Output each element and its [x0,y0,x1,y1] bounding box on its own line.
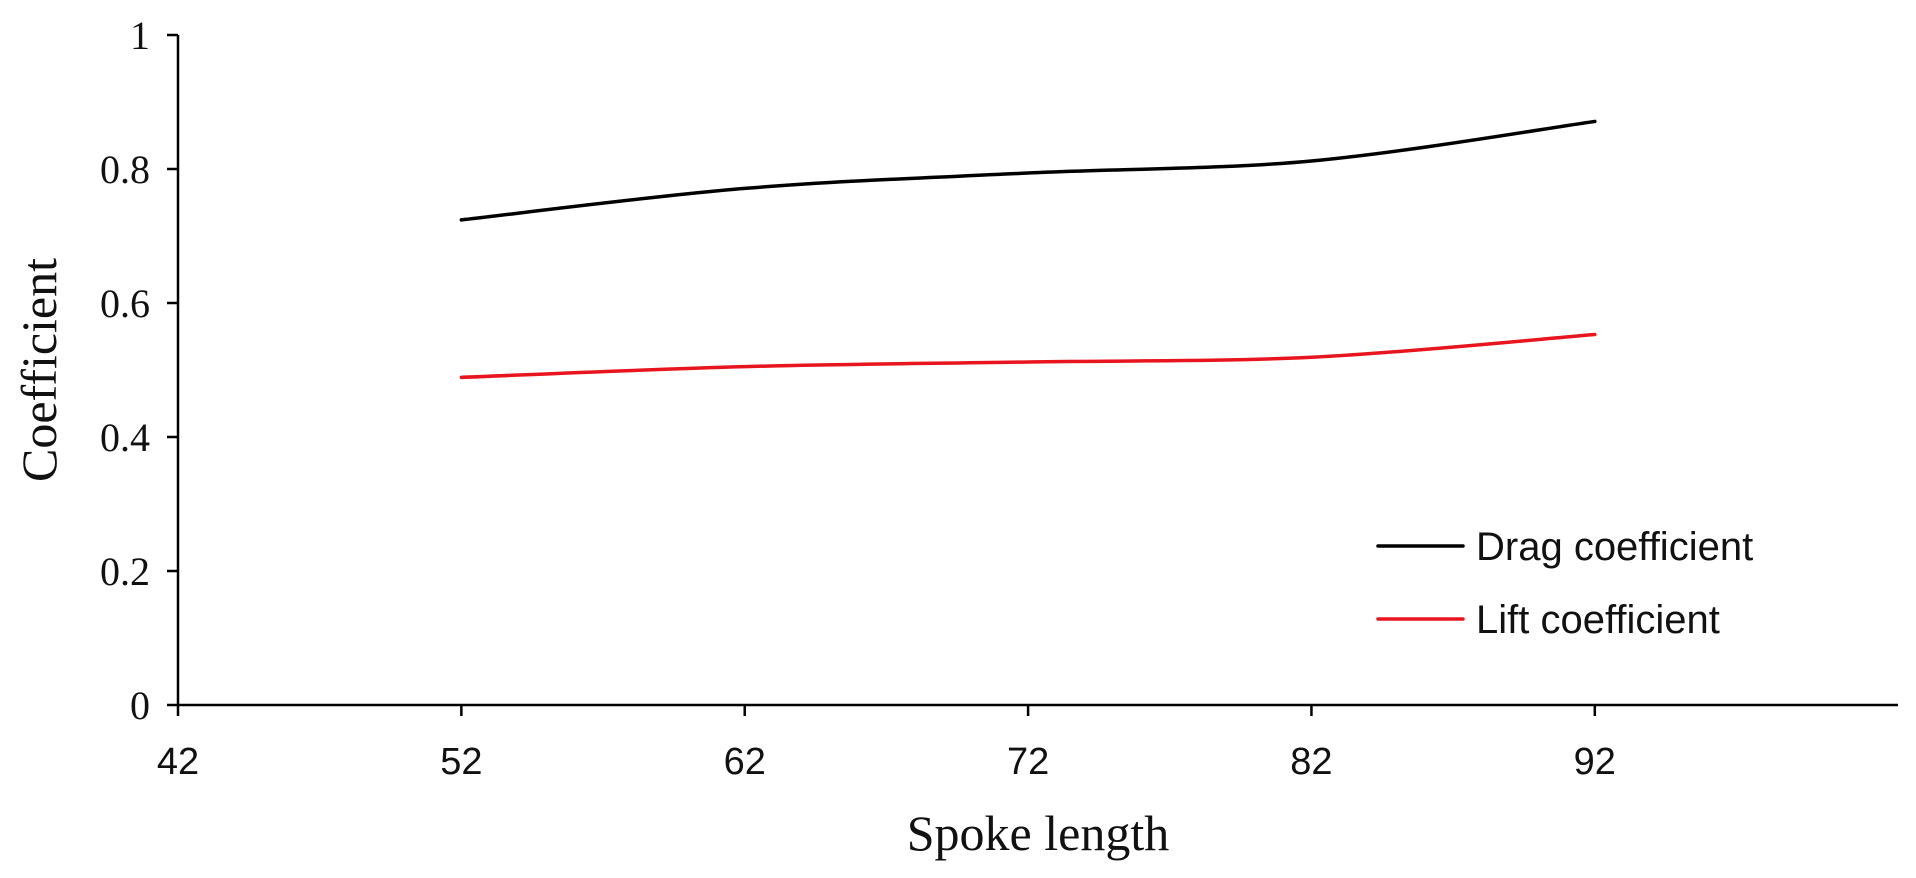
x-tick-label: 52 [440,741,482,783]
y-tick-label: 0.6 [100,281,150,326]
x-tick-label: 92 [1574,741,1616,783]
legend-entry-lift: Lift coefficient [1376,598,1720,642]
legend-entry-drag: Drag coefficient [1376,525,1753,569]
series-line-lift [459,332,1597,380]
y-tick-label: 0 [130,683,150,728]
y-tick-label: 0.2 [100,549,150,594]
y-axis-title: Coefficient [11,258,67,482]
y-tick-label: 0.8 [100,147,150,192]
series-line-drag [459,119,1597,222]
y-tick-label: 1 [130,13,150,58]
x-tick-label: 82 [1290,741,1332,783]
y-tick-label: 0.4 [100,415,150,460]
legend-label-drag: Drag coefficient [1476,525,1753,569]
legend-label-lift: Lift coefficient [1476,598,1720,642]
x-tick-label: 42 [157,741,199,783]
legend: Drag coefficient Lift coefficient [1376,525,1753,642]
y-axis-ticks: 0 0.2 0.4 0.6 0.8 1 [100,13,178,728]
x-axis-title: Spoke length [907,805,1169,861]
x-tick-label: 62 [724,741,766,783]
axes [176,35,1898,707]
series-lines [459,119,1597,380]
x-axis-ticks: 42 52 62 72 82 92 [157,705,1616,783]
x-tick-label: 72 [1007,741,1049,783]
